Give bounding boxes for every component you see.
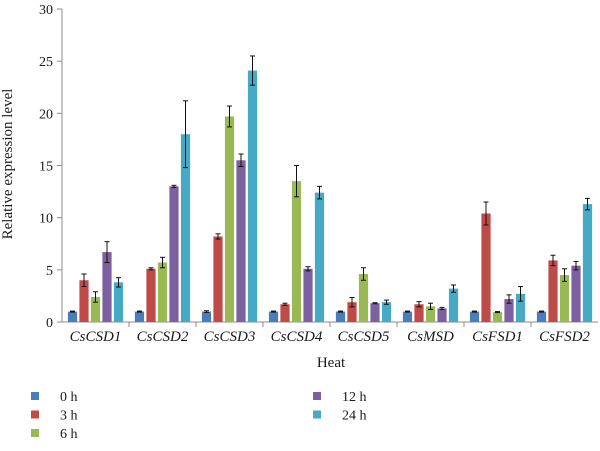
bar-0h-CsCSD4	[268, 311, 279, 322]
bar-3h-CsCSD3	[213, 236, 223, 322]
x-tick-label-CsCSD1: CsCSD1	[70, 329, 122, 345]
bar-6h-CsCSD1	[90, 296, 101, 322]
bar-0h-CsCSD3	[201, 311, 212, 322]
y-tick-label: 10	[39, 212, 53, 227]
y-axis-title: Relative expression level	[0, 89, 16, 240]
bar-12h-CsCSD2	[169, 186, 179, 322]
bar-6h-CsMSD	[425, 306, 436, 322]
x-tick-label-CsFSD2: CsFSD2	[539, 329, 590, 345]
x-tick-label-CsCSD5: CsCSD5	[338, 329, 390, 345]
bar-12h-CsCSD5	[370, 303, 380, 322]
legend-swatch-6h	[31, 429, 39, 437]
x-tick-label-CsMSD: CsMSD	[407, 329, 454, 345]
plot-area: 0 5 10 15 20 25 30 CsCSD1 CsCSD2 CsCSD3 CsCSD4 CsCS…	[39, 3, 598, 345]
bar-0h-CsCSD2	[134, 311, 145, 322]
legend-label-6h: 6 h	[60, 427, 78, 442]
x-tick-label-CsCSD3: CsCSD3	[204, 329, 256, 345]
x-tick-label-CsCSD2: CsCSD2	[137, 329, 189, 345]
y-tick-label: 30	[39, 3, 53, 18]
bar-6h-CsCSD5	[358, 274, 369, 322]
bar-0h-CsCSD5	[335, 311, 346, 322]
bar-12h-CsCSD3	[236, 160, 246, 322]
legend-swatch-24h	[313, 410, 321, 419]
bar-3h-CsCSD5	[347, 302, 357, 322]
y-tick-label: 15	[39, 160, 53, 175]
y-tick-label: 5	[46, 264, 53, 279]
bar-24h-CsCSD4	[314, 192, 325, 322]
bar-24h-CsFSD1	[515, 293, 526, 322]
y-tick-label: 0	[46, 316, 53, 331]
bar-24h-CsFSD2	[582, 204, 593, 322]
bar-12h-CsMSD	[437, 308, 447, 322]
bar-24h-CsCSD2	[180, 134, 191, 322]
bar-0h-CsCSD1	[67, 311, 78, 322]
legend-label-12h: 12 h	[342, 390, 367, 405]
y-tick-label: 20	[39, 107, 53, 122]
legend-label-24h: 24 h	[342, 409, 367, 424]
bar-3h-CsMSD	[414, 304, 424, 322]
bar-6h-CsFSD2	[559, 275, 570, 322]
x-tick-label-CsFSD1: CsFSD1	[472, 329, 523, 345]
legend-swatch-3h	[31, 410, 39, 419]
legend-label-0h: 0 h	[60, 390, 78, 405]
bar-12h-CsFSD1	[504, 299, 514, 322]
bar-6h-CsCSD2	[157, 262, 168, 322]
bar-0h-CsFSD1	[469, 311, 480, 322]
bar-3h-CsFSD2	[548, 260, 558, 322]
legend: 0 h 3 h 6 h 12 h 24 h	[31, 390, 367, 442]
bar-12h-CsCSD1	[102, 252, 112, 322]
bar-24h-CsCSD3	[247, 70, 258, 322]
bar-3h-CsCSD4	[280, 304, 290, 322]
bar-6h-CsCSD4	[291, 181, 302, 322]
legend-swatch-12h	[313, 392, 321, 400]
bar-6h-CsFSD1	[492, 312, 503, 322]
bar-3h-CsCSD2	[146, 268, 156, 322]
bar-24h-CsMSD	[448, 288, 459, 322]
bar-0h-CsMSD	[402, 311, 413, 322]
legend-swatch-0h	[31, 392, 39, 400]
bar-3h-CsFSD1	[481, 213, 491, 322]
y-tick-label: 25	[39, 55, 53, 70]
bar-12h-CsCSD4	[303, 268, 313, 322]
x-tick-label-CsCSD4: CsCSD4	[271, 329, 323, 345]
bar-24h-CsCSD1	[113, 282, 124, 322]
legend-label-3h: 3 h	[60, 409, 78, 424]
bar-3h-CsCSD1	[79, 280, 89, 322]
bar-0h-CsFSD2	[536, 311, 547, 322]
bar-6h-CsCSD3	[224, 116, 235, 322]
x-axis-title: Heat	[317, 355, 346, 371]
bar-12h-CsFSD2	[571, 265, 581, 322]
bar-24h-CsCSD5	[381, 302, 392, 322]
